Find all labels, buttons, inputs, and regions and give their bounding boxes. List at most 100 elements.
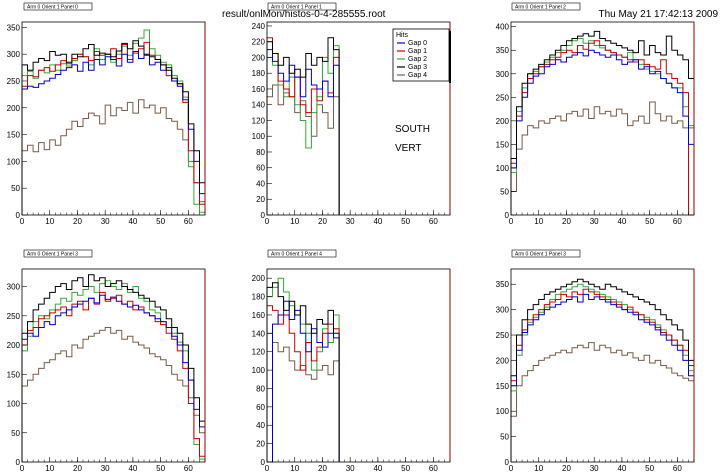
series-line-gap-3 bbox=[21, 274, 206, 462]
y-tick-label: 60 bbox=[256, 403, 265, 412]
x-tick-label: 50 bbox=[645, 217, 654, 226]
x-tick-label: 20 bbox=[73, 464, 82, 473]
y-tick-label: 150 bbox=[7, 131, 21, 140]
panel-title-box bbox=[23, 2, 93, 11]
y-tick-label: 150 bbox=[496, 140, 510, 149]
legend-entry: Gap 2 bbox=[408, 56, 427, 63]
y-tick-label: 350 bbox=[496, 46, 510, 55]
x-tick-label: 40 bbox=[128, 464, 137, 473]
x-tick-label: 40 bbox=[373, 217, 382, 226]
y-tick-label: 350 bbox=[7, 23, 21, 32]
x-tick-label: 60 bbox=[673, 217, 682, 226]
legend-entry: Gap 0 bbox=[408, 40, 427, 47]
x-tick-label: 40 bbox=[128, 217, 137, 226]
plot-frame bbox=[21, 21, 206, 216]
x-tick-label: 60 bbox=[184, 464, 193, 473]
x-tick-label: 0 bbox=[265, 464, 270, 473]
y-tick-label: 300 bbox=[7, 50, 21, 59]
annotation-south: SOUTH bbox=[395, 124, 430, 135]
series-line-gap-3 bbox=[510, 30, 695, 215]
series-line-gap-1 bbox=[266, 305, 340, 462]
panel-title-box bbox=[267, 249, 337, 258]
x-tick-label: 0 bbox=[509, 464, 514, 473]
y-tick-label: 200 bbox=[496, 356, 510, 365]
x-tick-label: 10 bbox=[290, 464, 299, 473]
series-line-gap-0 bbox=[267, 300, 340, 463]
chart-panel-5: Arm 0 Orient 1 Panel 3 0 10 20 30 40 50 60 0 50 10… bbox=[496, 249, 695, 473]
y-tick-label: 180 bbox=[252, 69, 266, 78]
annotation-vert: VERT bbox=[395, 143, 422, 154]
series-line-gap-0 bbox=[266, 49, 340, 215]
y-tick-label: 240 bbox=[252, 22, 266, 31]
legend-entry: Gap 4 bbox=[408, 72, 427, 79]
series-line-gap-3 bbox=[510, 278, 695, 462]
series-line-gap-4 bbox=[510, 342, 695, 462]
y-tick-label: 140 bbox=[252, 329, 266, 338]
y-tick-label: 0 bbox=[16, 458, 21, 467]
x-tick-label: 20 bbox=[562, 464, 571, 473]
x-tick-label: 0 bbox=[265, 217, 270, 226]
y-tick-label: 350 bbox=[496, 280, 510, 289]
series-line-gap-2 bbox=[21, 280, 206, 462]
chart-panel-3: Arm 0 Orient 1 Panel 3 0 10 20 30 40 50 60 0 50 10… bbox=[7, 249, 206, 473]
y-tick-label: 0 bbox=[505, 458, 510, 467]
x-tick-label: 20 bbox=[562, 217, 571, 226]
series-line-gap-3 bbox=[266, 282, 340, 462]
y-tick-label: 120 bbox=[252, 348, 266, 357]
x-tick-label: 60 bbox=[429, 464, 438, 473]
panel-title-box bbox=[511, 249, 581, 258]
y-tick-label: 200 bbox=[252, 53, 266, 62]
series-line-gap-4 bbox=[510, 101, 695, 215]
legend-shadow bbox=[449, 31, 451, 83]
x-tick-label: 50 bbox=[156, 217, 165, 226]
x-tick-label: 30 bbox=[346, 217, 355, 226]
y-tick-label: 100 bbox=[496, 407, 510, 416]
x-tick-label: 0 bbox=[20, 217, 25, 226]
x-tick-label: 60 bbox=[429, 217, 438, 226]
x-tick-label: 10 bbox=[290, 217, 299, 226]
y-tick-label: 200 bbox=[252, 274, 266, 283]
x-tick-label: 50 bbox=[401, 217, 410, 226]
y-tick-label: 60 bbox=[256, 164, 265, 173]
y-tick-label: 40 bbox=[256, 179, 265, 188]
file-label: result/onlMon/histos-0-4-285555.root bbox=[222, 9, 386, 20]
series-line-gap-0 bbox=[510, 49, 695, 215]
y-tick-label: 100 bbox=[252, 132, 266, 141]
panel-title: Arm 0 Orient 1 Panel 3 bbox=[27, 252, 78, 258]
y-tick-label: 0 bbox=[16, 211, 21, 220]
x-tick-label: 50 bbox=[156, 464, 165, 473]
chart-panel-0: Arm 0 Orient 1 Panel 0 0 10 20 30 40 50 60 0 50 10… bbox=[7, 2, 206, 226]
y-tick-label: 300 bbox=[496, 70, 510, 79]
y-tick-label: 250 bbox=[7, 312, 21, 321]
x-tick-label: 30 bbox=[346, 464, 355, 473]
x-tick-label: 0 bbox=[20, 464, 25, 473]
y-tick-label: 0 bbox=[505, 211, 510, 220]
x-tick-label: 10 bbox=[45, 464, 54, 473]
x-tick-label: 30 bbox=[590, 217, 599, 226]
y-tick-label: 400 bbox=[496, 23, 510, 32]
x-tick-label: 40 bbox=[617, 217, 626, 226]
panels-group: Arm 0 Orient 1 Panel 0 0 10 20 30 40 50 60 0 50 10… bbox=[7, 2, 695, 473]
y-tick-label: 100 bbox=[7, 157, 21, 166]
x-tick-label: 60 bbox=[673, 464, 682, 473]
chart-panel-2: Arm 0 Orient 1 Panel 2 0 10 20 30 40 50 60 0 50 10… bbox=[496, 2, 695, 226]
y-tick-label: 20 bbox=[256, 440, 265, 449]
series-line-gap-4 bbox=[266, 84, 340, 215]
legend-box bbox=[392, 28, 450, 82]
y-tick-label: 300 bbox=[496, 306, 510, 315]
y-tick-label: 50 bbox=[11, 429, 20, 438]
series-line-gap-1 bbox=[21, 291, 206, 462]
x-tick-label: 50 bbox=[401, 464, 410, 473]
legend-entry: Gap 1 bbox=[408, 48, 427, 55]
series-line-gap-4 bbox=[266, 332, 340, 462]
y-tick-label: 50 bbox=[500, 187, 509, 196]
panel-title: Arm 0 Orient 1 Panel 1 bbox=[271, 5, 322, 11]
y-tick-label: 0 bbox=[261, 458, 266, 467]
y-tick-label: 50 bbox=[11, 184, 20, 193]
y-tick-label: 100 bbox=[496, 164, 510, 173]
y-tick-label: 100 bbox=[252, 366, 266, 375]
y-tick-label: 250 bbox=[496, 93, 510, 102]
x-tick-label: 20 bbox=[318, 217, 327, 226]
series-line-gap-0 bbox=[510, 293, 695, 462]
